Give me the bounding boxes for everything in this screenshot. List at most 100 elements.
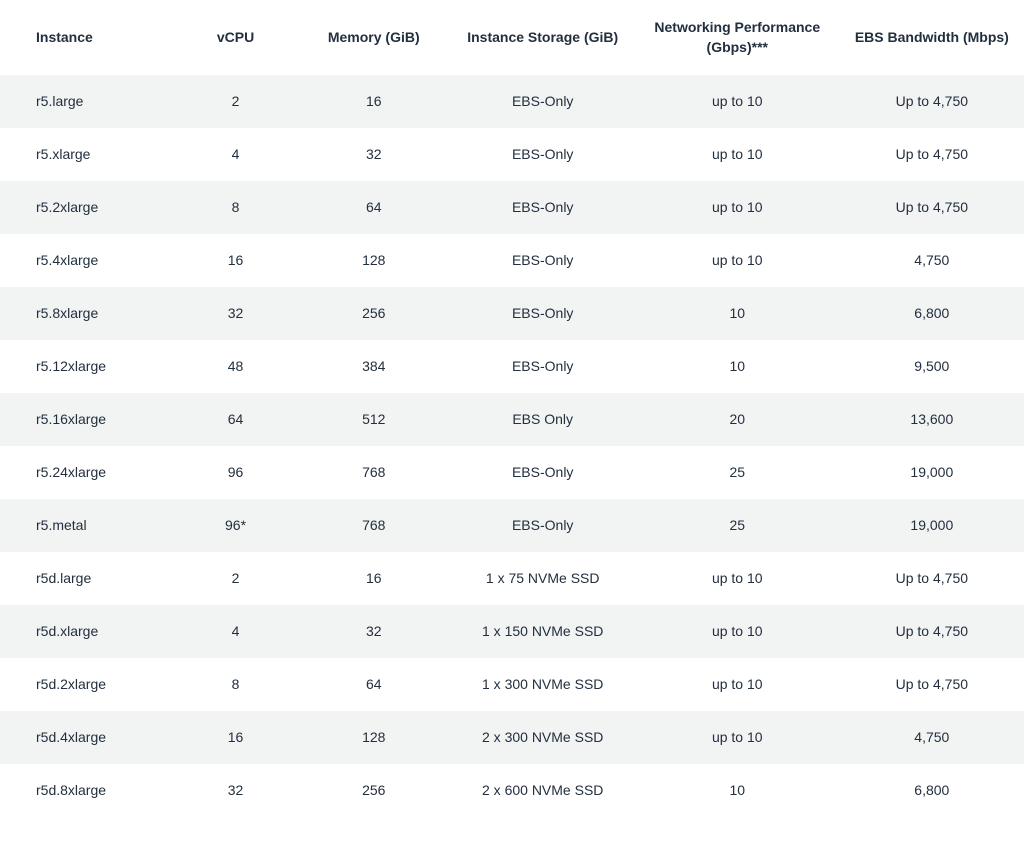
col-header-vcpu: vCPU xyxy=(174,0,297,75)
table-cell: 96* xyxy=(174,499,297,552)
table-row: r5d.8xlarge322562 x 600 NVMe SSD106,800 xyxy=(0,764,1024,817)
col-header-instance: Instance xyxy=(0,0,174,75)
table-cell: 32 xyxy=(174,287,297,340)
table-cell: 32 xyxy=(174,764,297,817)
table-row: r5.24xlarge96768EBS-Only2519,000 xyxy=(0,446,1024,499)
table-cell: 256 xyxy=(297,764,451,817)
table-header: Instance vCPU Memory (GiB) Instance Stor… xyxy=(0,0,1024,75)
table-cell: 8 xyxy=(174,181,297,234)
col-header-ebs: EBS Bandwidth (Mbps) xyxy=(840,0,1024,75)
table-cell: EBS Only xyxy=(451,393,635,446)
table-cell: EBS-Only xyxy=(451,446,635,499)
table-cell: Up to 4,750 xyxy=(840,658,1024,711)
table-cell: Up to 4,750 xyxy=(840,128,1024,181)
table-cell: up to 10 xyxy=(635,605,840,658)
table-cell: up to 10 xyxy=(635,234,840,287)
table-row: r5.metal96*768EBS-Only2519,000 xyxy=(0,499,1024,552)
instance-types-table: Instance vCPU Memory (GiB) Instance Stor… xyxy=(0,0,1024,817)
table-cell: 10 xyxy=(635,340,840,393)
table-cell: Up to 4,750 xyxy=(840,181,1024,234)
table-cell: 32 xyxy=(297,605,451,658)
table-cell: 19,000 xyxy=(840,499,1024,552)
table-cell: EBS-Only xyxy=(451,234,635,287)
table-cell: r5.16xlarge xyxy=(0,393,174,446)
table-cell: 25 xyxy=(635,499,840,552)
table-cell: r5.large xyxy=(0,75,174,128)
table-cell: 96 xyxy=(174,446,297,499)
table-cell: r5.12xlarge xyxy=(0,340,174,393)
table-cell: 256 xyxy=(297,287,451,340)
table-cell: 2 x 600 NVMe SSD xyxy=(451,764,635,817)
table-cell: r5.xlarge xyxy=(0,128,174,181)
table-cell: 16 xyxy=(174,234,297,287)
col-header-memory: Memory (GiB) xyxy=(297,0,451,75)
table-cell: r5d.large xyxy=(0,552,174,605)
table-cell: 4,750 xyxy=(840,711,1024,764)
table-cell: r5.24xlarge xyxy=(0,446,174,499)
table-cell: 512 xyxy=(297,393,451,446)
table-cell: 64 xyxy=(174,393,297,446)
table-cell: r5.metal xyxy=(0,499,174,552)
table-cell: 64 xyxy=(297,658,451,711)
table-cell: 32 xyxy=(297,128,451,181)
table-cell: EBS-Only xyxy=(451,75,635,128)
table-cell: r5.4xlarge xyxy=(0,234,174,287)
table-cell: 19,000 xyxy=(840,446,1024,499)
table-cell: 128 xyxy=(297,711,451,764)
table-cell: EBS-Only xyxy=(451,287,635,340)
table-row: r5.2xlarge864EBS-Onlyup to 10Up to 4,750 xyxy=(0,181,1024,234)
table-cell: 48 xyxy=(174,340,297,393)
table-row: r5d.4xlarge161282 x 300 NVMe SSDup to 10… xyxy=(0,711,1024,764)
table-cell: r5d.8xlarge xyxy=(0,764,174,817)
table-cell: 768 xyxy=(297,499,451,552)
table-cell: Up to 4,750 xyxy=(840,75,1024,128)
table-cell: 9,500 xyxy=(840,340,1024,393)
table-body: r5.large216EBS-Onlyup to 10Up to 4,750r5… xyxy=(0,75,1024,817)
table-cell: up to 10 xyxy=(635,75,840,128)
table-cell: EBS-Only xyxy=(451,181,635,234)
table-cell: 25 xyxy=(635,446,840,499)
table-cell: EBS-Only xyxy=(451,340,635,393)
table-row: r5d.large2161 x 75 NVMe SSDup to 10Up to… xyxy=(0,552,1024,605)
table-cell: 10 xyxy=(635,764,840,817)
col-header-network: Networking Performance (Gbps)*** xyxy=(635,0,840,75)
table-cell: 64 xyxy=(297,181,451,234)
table-cell: r5.2xlarge xyxy=(0,181,174,234)
table-cell: 1 x 75 NVMe SSD xyxy=(451,552,635,605)
table-row: r5d.2xlarge8641 x 300 NVMe SSDup to 10Up… xyxy=(0,658,1024,711)
table-cell: 4 xyxy=(174,128,297,181)
table-cell: 8 xyxy=(174,658,297,711)
table-row: r5.16xlarge64512EBS Only2013,600 xyxy=(0,393,1024,446)
table-cell: r5d.4xlarge xyxy=(0,711,174,764)
table-cell: 2 xyxy=(174,75,297,128)
col-header-storage: Instance Storage (GiB) xyxy=(451,0,635,75)
table-cell: up to 10 xyxy=(635,658,840,711)
table-cell: 16 xyxy=(297,552,451,605)
table-cell: 768 xyxy=(297,446,451,499)
table-cell: up to 10 xyxy=(635,181,840,234)
table-row: r5d.xlarge4321 x 150 NVMe SSDup to 10Up … xyxy=(0,605,1024,658)
table-cell: 13,600 xyxy=(840,393,1024,446)
table-row: r5.xlarge432EBS-Onlyup to 10Up to 4,750 xyxy=(0,128,1024,181)
table-cell: up to 10 xyxy=(635,128,840,181)
table-cell: 1 x 150 NVMe SSD xyxy=(451,605,635,658)
table-cell: 16 xyxy=(174,711,297,764)
table-cell: up to 10 xyxy=(635,552,840,605)
table-cell: 2 x 300 NVMe SSD xyxy=(451,711,635,764)
table-cell: 6,800 xyxy=(840,764,1024,817)
table-row: r5.4xlarge16128EBS-Onlyup to 104,750 xyxy=(0,234,1024,287)
table-cell: r5d.2xlarge xyxy=(0,658,174,711)
table-cell: 384 xyxy=(297,340,451,393)
table-cell: EBS-Only xyxy=(451,128,635,181)
table-cell: 4,750 xyxy=(840,234,1024,287)
table-cell: 1 x 300 NVMe SSD xyxy=(451,658,635,711)
table-cell: EBS-Only xyxy=(451,499,635,552)
table-cell: 10 xyxy=(635,287,840,340)
table-row: r5.12xlarge48384EBS-Only109,500 xyxy=(0,340,1024,393)
table-cell: 20 xyxy=(635,393,840,446)
table-cell: Up to 4,750 xyxy=(840,605,1024,658)
table-cell: 16 xyxy=(297,75,451,128)
table-cell: 128 xyxy=(297,234,451,287)
table-cell: up to 10 xyxy=(635,711,840,764)
table-cell: 4 xyxy=(174,605,297,658)
